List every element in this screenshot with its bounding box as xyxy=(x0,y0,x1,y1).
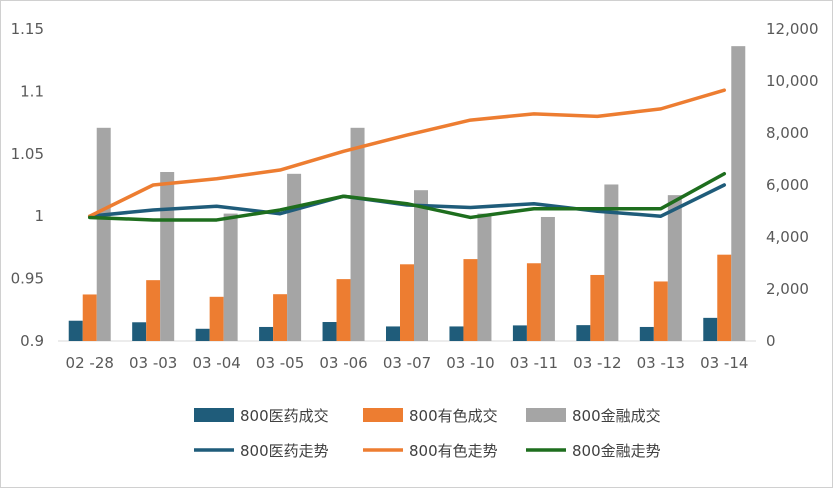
lines xyxy=(87,88,727,222)
bar-3 xyxy=(477,213,492,341)
legend-label: 800金融走势 xyxy=(572,442,661,460)
tick-labels: 0.9 0.95 1 1.05 1.1 1.15 0 2,000 4,000 6,000 8,000… xyxy=(11,20,819,372)
y-right-tick-label: 0 xyxy=(766,332,776,350)
bar-3 xyxy=(540,216,555,341)
legend: 800医药成交 800有色成交 800金融成交 800医药走势 800有色走势 800金融… xyxy=(194,407,661,460)
bar-1 xyxy=(449,326,464,341)
legend-swatch xyxy=(363,408,403,422)
legend-swatch xyxy=(526,408,566,422)
bar-1 xyxy=(259,326,274,341)
x-tick-label: 03 -10 xyxy=(446,354,494,372)
x-tick-label: 02 -28 xyxy=(66,354,114,372)
x-tick-label: 03 -14 xyxy=(700,354,748,372)
bar-1 xyxy=(512,325,527,341)
y-right-tick-label: 10,000 xyxy=(766,72,819,90)
legend-label: 800有色走势 xyxy=(409,442,498,460)
y-left-tick-label: 1.15 xyxy=(11,20,44,38)
y-right-tick-label: 2,000 xyxy=(766,280,809,298)
bar-3 xyxy=(350,127,365,341)
bar-2 xyxy=(146,280,161,341)
legend-label: 800医药成交 xyxy=(240,407,329,425)
y-right-tick-label: 4,000 xyxy=(766,228,809,246)
bar-3 xyxy=(414,190,428,341)
bar-1 xyxy=(386,326,400,341)
bar-1 xyxy=(322,322,337,341)
bar-2 xyxy=(336,279,351,341)
x-tick-label: 03 -04 xyxy=(192,354,240,372)
x-tick-label: 03 -06 xyxy=(319,354,367,372)
x-tick-label: 03 -03 xyxy=(129,354,177,372)
series-line-2 xyxy=(87,88,727,218)
legend-swatch xyxy=(194,408,234,422)
bar-2 xyxy=(82,294,97,341)
bar-1 xyxy=(703,317,718,341)
bar-2 xyxy=(653,281,668,341)
legend-label: 800有色成交 xyxy=(409,407,498,425)
y-left-tick-label: 0.95 xyxy=(11,270,44,288)
y-right-tick-label: 6,000 xyxy=(766,176,809,194)
bar-2 xyxy=(526,263,541,341)
bar-1 xyxy=(68,320,83,341)
bar-3 xyxy=(604,184,619,341)
bar-3 xyxy=(731,46,746,341)
bar-2 xyxy=(717,254,732,341)
y-right-tick-label: 12,000 xyxy=(766,20,819,38)
y-right-tick-label: 8,000 xyxy=(766,124,809,142)
bar-3 xyxy=(160,172,175,341)
bar-2 xyxy=(273,294,288,341)
legend-label: 800医药走势 xyxy=(240,442,329,460)
bar-3 xyxy=(667,195,682,341)
x-tick-label: 03 -07 xyxy=(383,354,431,372)
bar-2 xyxy=(209,296,224,341)
y-left-tick-label: 0.9 xyxy=(20,332,44,350)
bars xyxy=(68,46,746,341)
x-tick-label: 03 -13 xyxy=(637,354,685,372)
y-left-tick-label: 1.1 xyxy=(20,82,44,100)
bar-3 xyxy=(223,213,238,341)
y-left-tick-label: 1 xyxy=(34,207,44,225)
legend-label: 800金融成交 xyxy=(572,407,661,425)
bar-1 xyxy=(576,325,591,341)
x-tick-label: 03 -05 xyxy=(256,354,304,372)
y-left-tick-label: 1.05 xyxy=(11,145,44,163)
bar-2 xyxy=(590,274,605,341)
series-line-3 xyxy=(87,172,727,222)
bar-2 xyxy=(463,259,478,341)
bar-1 xyxy=(195,328,210,341)
bar-3 xyxy=(287,173,302,341)
series-line-1 xyxy=(87,183,727,218)
bar-1 xyxy=(132,322,147,341)
x-tick-label: 03 -12 xyxy=(573,354,621,372)
x-tick-label: 03 -11 xyxy=(510,354,558,372)
bar-1 xyxy=(639,326,654,341)
bar-3 xyxy=(96,127,111,341)
bar-2 xyxy=(400,264,414,341)
